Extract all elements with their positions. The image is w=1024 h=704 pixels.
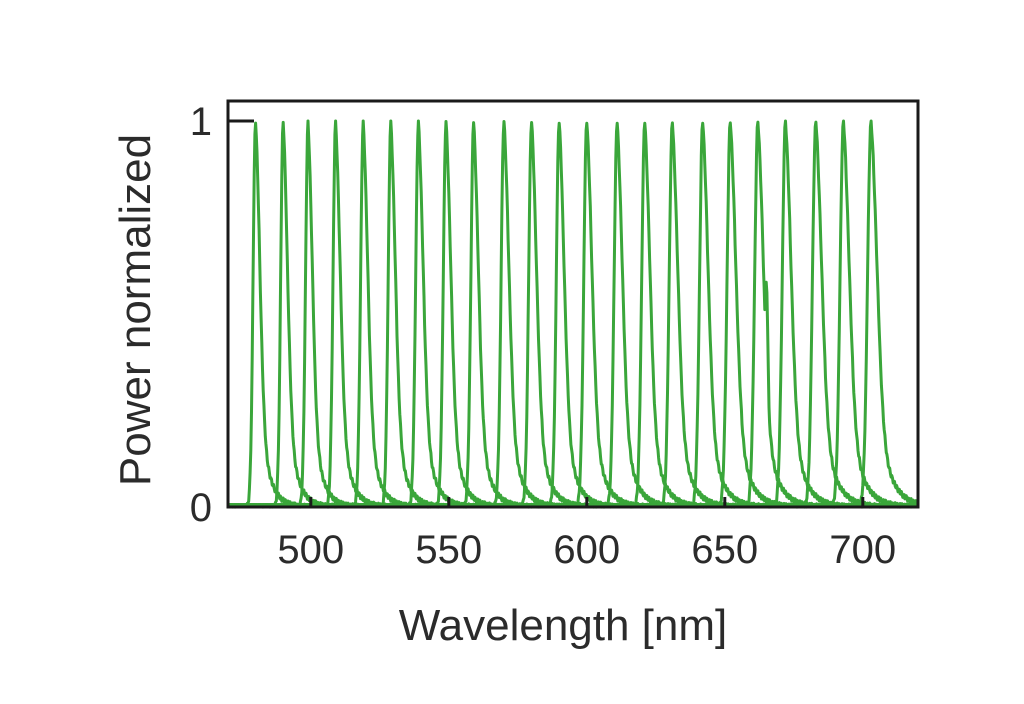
y-tick-label: 0 bbox=[190, 486, 212, 530]
x-tick-label: 600 bbox=[553, 528, 620, 572]
y-tick-label: 1 bbox=[190, 100, 212, 144]
x-tick-label: 500 bbox=[277, 528, 344, 572]
y-axis-ticks: 01 bbox=[190, 100, 254, 530]
x-tick-label: 650 bbox=[691, 528, 758, 572]
x-tick-label: 550 bbox=[415, 528, 482, 572]
plot-frame bbox=[226, 99, 920, 509]
x-tick-label: 700 bbox=[829, 528, 896, 572]
series-layer bbox=[226, 119, 920, 509]
y-axis-label: Power normalized bbox=[111, 134, 160, 486]
x-axis-label: Wavelength [nm] bbox=[399, 601, 728, 650]
x-axis-ticks: 500 550 600 650 700 bbox=[277, 497, 896, 572]
